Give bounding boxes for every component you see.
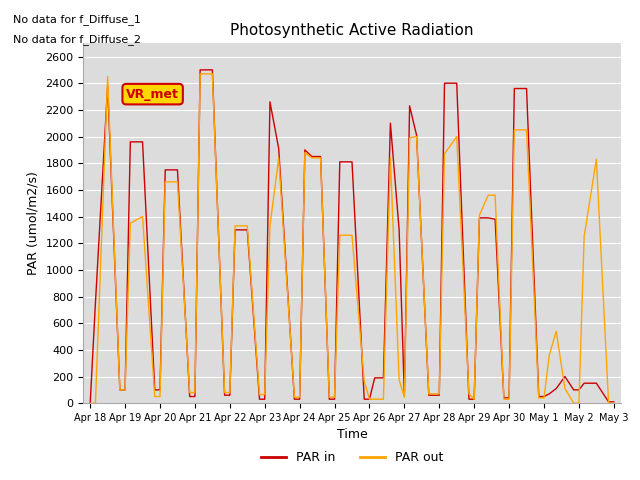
Text: VR_met: VR_met (126, 88, 179, 101)
Text: No data for f_Diffuse_2: No data for f_Diffuse_2 (13, 34, 141, 45)
Title: Photosynthetic Active Radiation: Photosynthetic Active Radiation (230, 23, 474, 38)
Text: No data for f_Diffuse_1: No data for f_Diffuse_1 (13, 14, 141, 25)
Y-axis label: PAR (umol/m2/s): PAR (umol/m2/s) (27, 171, 40, 275)
X-axis label: Time: Time (337, 429, 367, 442)
Legend: PAR in, PAR out: PAR in, PAR out (255, 446, 449, 469)
